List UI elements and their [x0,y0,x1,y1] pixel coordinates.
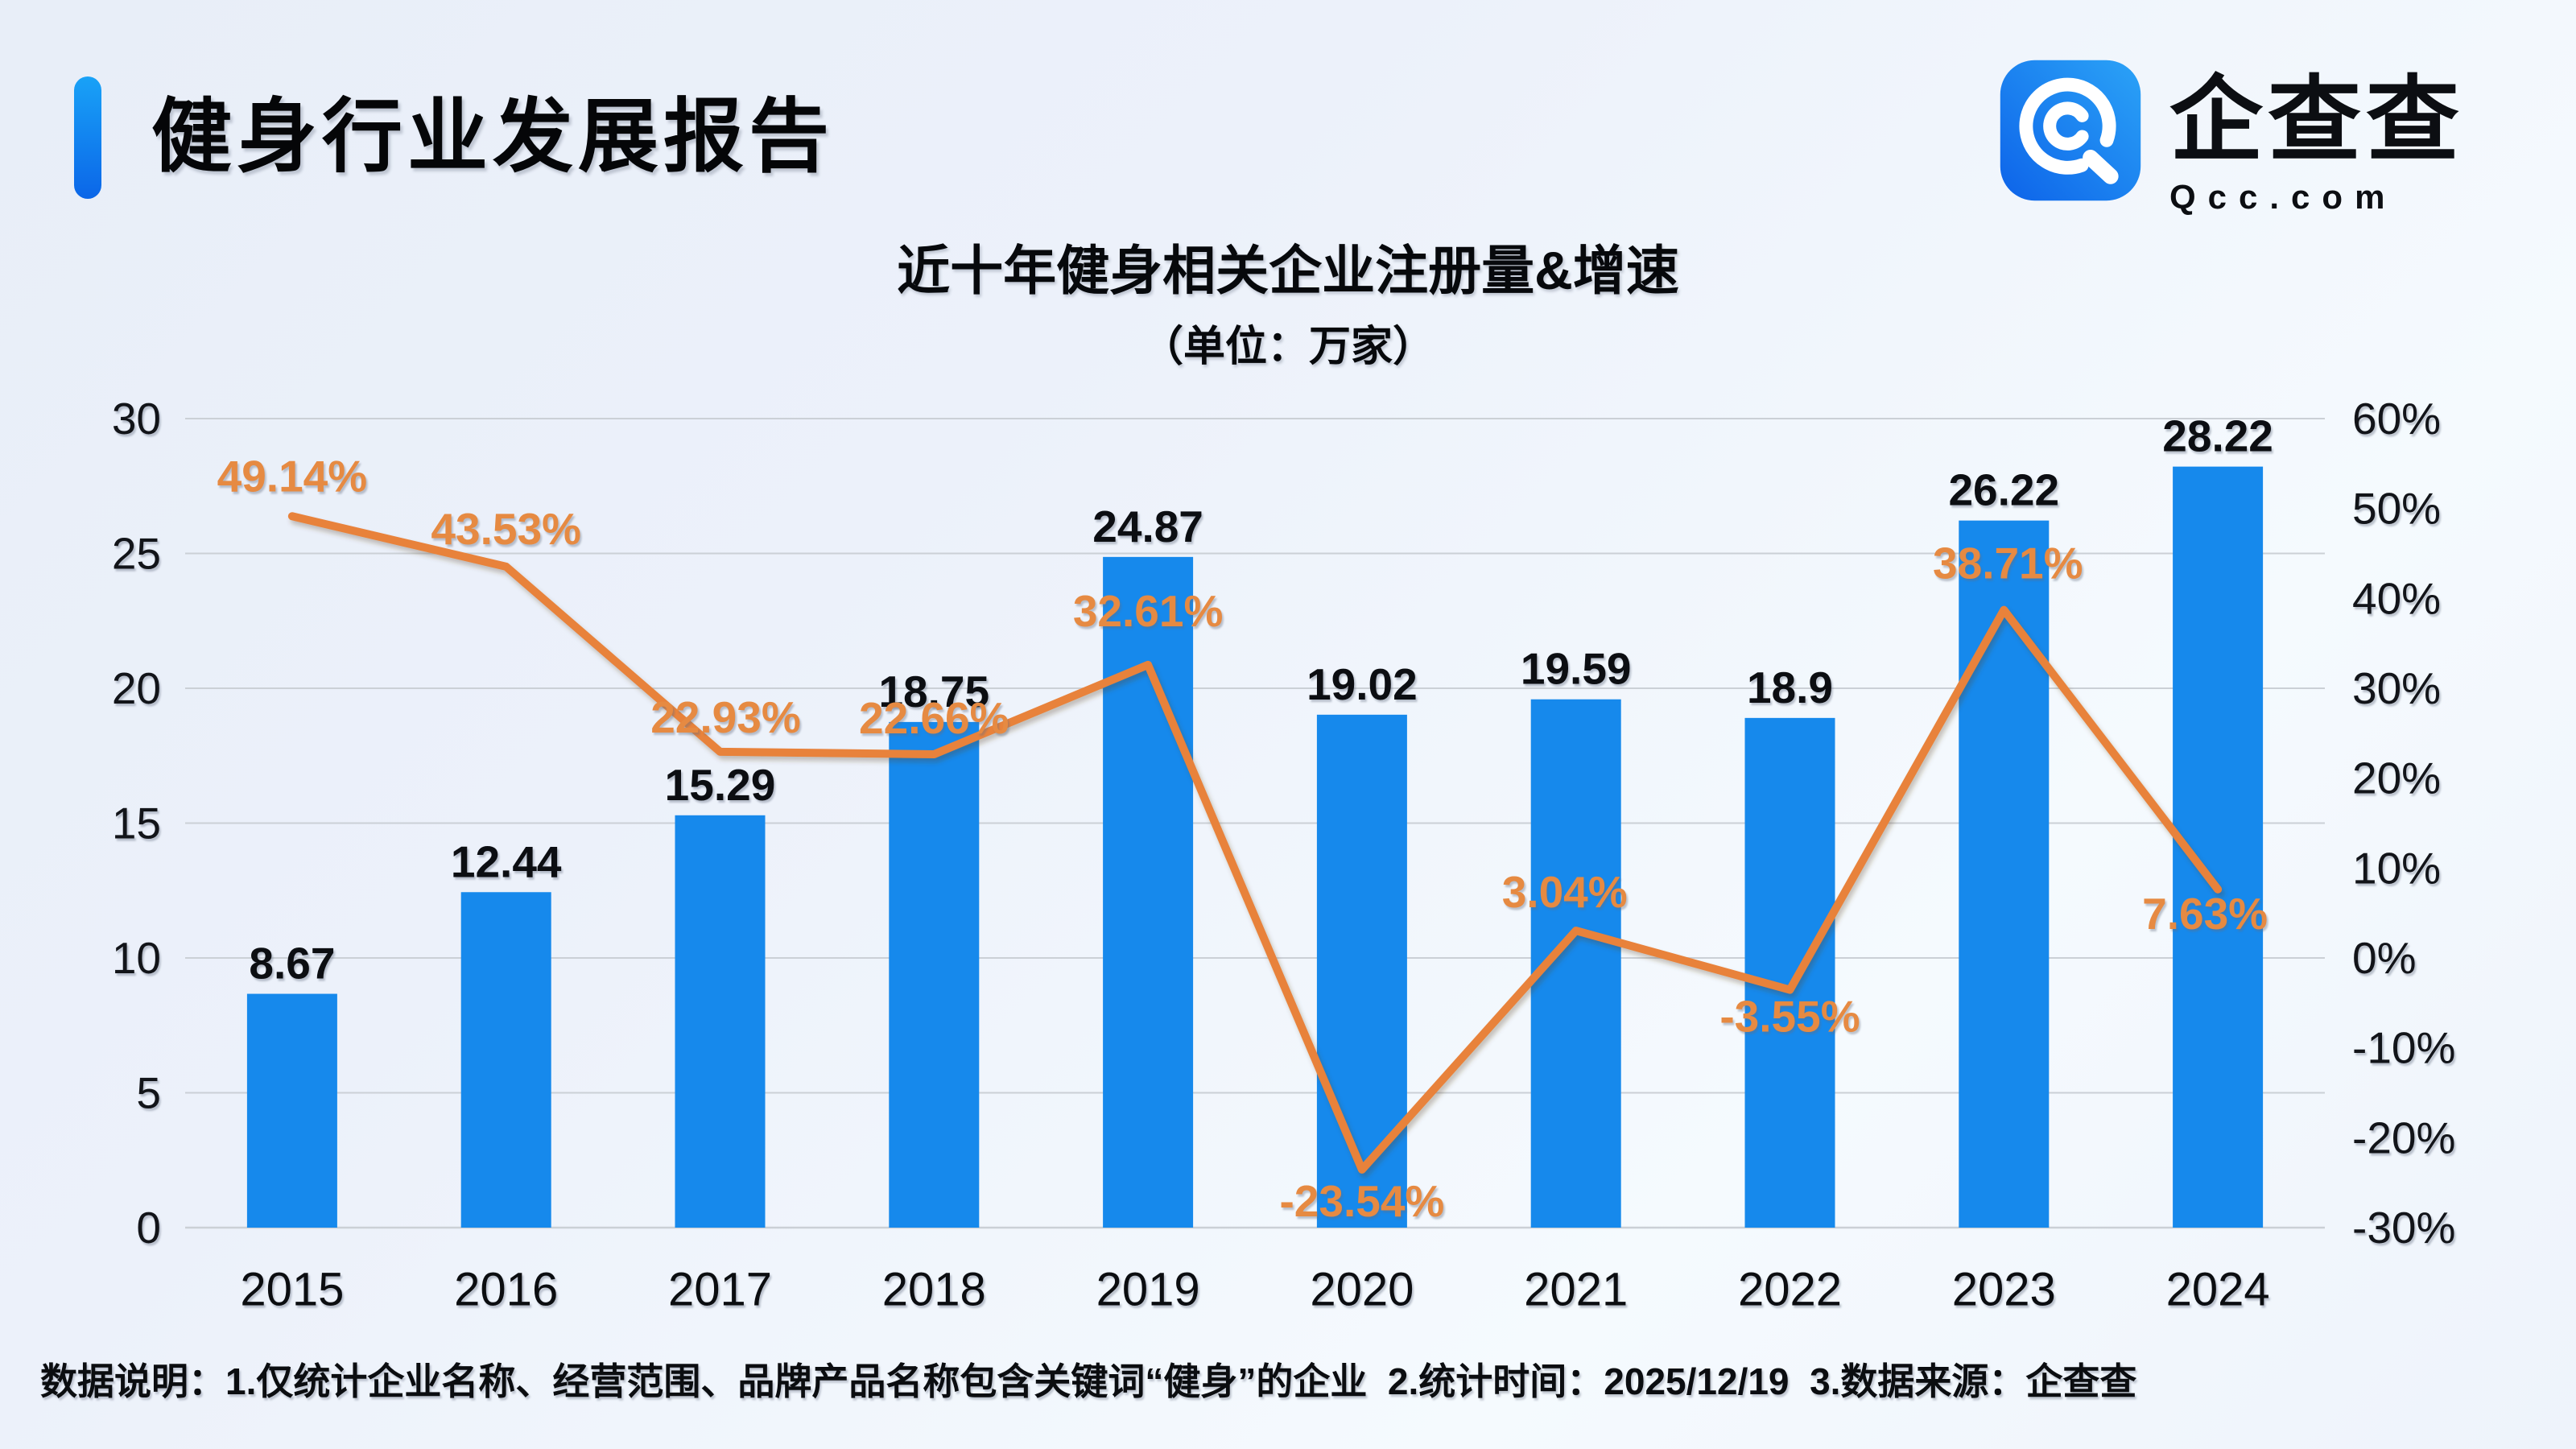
x-axis-label-2018: 2018 [882,1264,986,1316]
bar-2022 [1744,717,1835,1228]
growth-value-labels: 49.14% 43.53% 22.93% 22.66% 32.61% -23.54% 3.0… [217,451,2268,1226]
registrations-growth-combo-chart: 8.67 12.44 15.29 18.75 24.87 19.02 19.59 18.9 26… [112,394,2456,1316]
bar-2023 [1959,520,2050,1228]
bar-value-label: 18.9 [1747,663,1833,712]
bar-value-label: 12.44 [451,836,562,886]
x-axis-label-2022: 2022 [1738,1264,1842,1316]
x-axis-label-2021: 2021 [1524,1264,1628,1316]
bar-value-label: 19.59 [1521,644,1632,694]
left-axis-tick: 15 [112,799,161,848]
bar-value-label: 8.67 [249,939,335,989]
left-axis-tick: 5 [136,1068,161,1118]
x-axis-label-2020: 2020 [1310,1264,1414,1316]
left-axis-tick: 30 [112,394,161,444]
qcc-magnifier-q-icon [2000,60,2141,201]
growth-line [287,512,2223,1174]
left-axis-tick: 20 [112,663,161,713]
logo-domain: Qcc.com [2169,178,2397,216]
bar-2019 [1103,556,1194,1228]
growth-value-label: 7.63% [2142,889,2268,939]
right-axis-tick: -30% [2352,1203,2455,1253]
growth-value-label: 32.61% [1073,586,1224,636]
right-axis-tick: 40% [2352,573,2441,623]
bar-value-label: 24.87 [1092,502,1203,551]
growth-line-series [287,512,2223,1174]
bar-2018 [889,721,980,1228]
bar-value-label: 19.02 [1307,659,1418,709]
right-axis-tick: 30% [2352,663,2441,713]
bar-value-labels: 8.67 12.44 15.29 18.75 24.87 19.02 19.59 18.9 26… [249,411,2273,989]
header-accent-bar [74,76,101,199]
right-axis-tick: 60% [2352,394,2441,444]
growth-value-label: -23.54% [1279,1176,1444,1226]
growth-value-label: 49.14% [217,451,368,501]
chart-subtitle: （单位：万家） [1141,324,1435,370]
report-title: 健身行业发展报告 [151,92,834,182]
right-axis-tick: 20% [2352,753,2441,803]
x-axis-label-2015: 2015 [240,1264,344,1316]
chart-title: 近十年健身相关企业注册量&增速 [897,241,1679,300]
bar-value-label: 18.75 [878,667,989,716]
left-axis-ticks: 0 5 10 15 20 25 30 [112,394,161,1253]
growth-value-label: -3.55% [1719,992,1860,1042]
qcc-logo: 企查查 Qcc.com [1999,59,2464,217]
data-note: 数据说明：1.仅统计企业名称、经营范围、品牌产品名称包含关键词“健身”的企业 2… [40,1360,2137,1402]
x-axis-label-2024: 2024 [2166,1264,2270,1316]
right-axis-tick: 0% [2352,933,2417,983]
left-axis-tick: 10 [112,933,161,983]
x-axis-labels: 2015 2016 2017 2018 2019 2020 2021 2022 2023 2024 [240,1264,2269,1316]
bar-value-label: 28.22 [2162,411,2273,461]
left-axis-tick: 0 [136,1203,161,1253]
growth-value-label: 22.93% [650,692,801,742]
bar-2020 [1316,714,1407,1228]
bar-2015 [246,993,337,1228]
growth-value-label: 43.53% [431,504,581,554]
qcc-logo-text: 企查查 Qcc.com [2169,59,2464,217]
bar-value-label: 15.29 [665,760,776,810]
growth-value-label: 38.71% [1933,539,2083,588]
bar-2017 [675,815,766,1228]
bar-value-label: 26.22 [1948,465,2059,515]
right-axis-tick: -20% [2352,1113,2455,1162]
logo-brand-name: 企查查 [2169,68,2464,172]
left-axis-tick: 25 [112,529,161,579]
bar-series [246,466,2264,1228]
growth-value-label: 3.04% [1502,867,1628,917]
growth-value-label: 22.66% [859,693,1009,743]
x-axis-label-2019: 2019 [1096,1264,1200,1316]
right-axis-ticks: 60% 50% 40% 30% 20% 10% 0% -10% -20% -30% [2352,394,2455,1253]
x-axis-label-2017: 2017 [668,1264,772,1316]
x-axis-label-2016: 2016 [454,1264,558,1316]
x-axis-label-2023: 2023 [1952,1264,2056,1316]
right-axis-tick: 50% [2352,484,2441,534]
right-axis-tick: -10% [2352,1023,2455,1073]
bar-2016 [460,892,551,1228]
right-axis-tick: 10% [2352,843,2441,893]
